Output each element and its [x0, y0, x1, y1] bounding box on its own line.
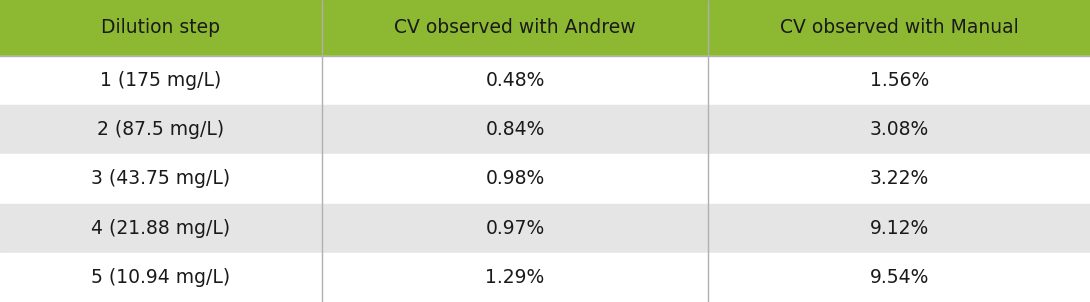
- Bar: [322, 154, 708, 204]
- Bar: [708, 253, 1090, 302]
- Bar: [322, 253, 708, 302]
- Bar: [708, 0, 1090, 56]
- Bar: [322, 204, 708, 253]
- Bar: [0, 0, 322, 56]
- Bar: [0, 253, 322, 302]
- Bar: [708, 154, 1090, 204]
- Text: 2 (87.5 mg/L): 2 (87.5 mg/L): [97, 120, 225, 139]
- Text: 1.56%: 1.56%: [870, 71, 929, 90]
- Bar: [0, 154, 322, 204]
- Text: 0.48%: 0.48%: [485, 71, 545, 90]
- Bar: [0, 56, 322, 105]
- Bar: [708, 105, 1090, 154]
- Text: 3.22%: 3.22%: [870, 169, 929, 188]
- Text: 1.29%: 1.29%: [485, 268, 545, 287]
- Text: Dilution step: Dilution step: [101, 18, 220, 37]
- Bar: [0, 204, 322, 253]
- Text: 3.08%: 3.08%: [870, 120, 929, 139]
- Text: 5 (10.94 mg/L): 5 (10.94 mg/L): [92, 268, 230, 287]
- Text: 9.12%: 9.12%: [870, 219, 929, 238]
- Text: 4 (21.88 mg/L): 4 (21.88 mg/L): [92, 219, 230, 238]
- Bar: [708, 204, 1090, 253]
- Text: CV observed with Manual: CV observed with Manual: [779, 18, 1019, 37]
- Text: 3 (43.75 mg/L): 3 (43.75 mg/L): [92, 169, 230, 188]
- Bar: [322, 0, 708, 56]
- Bar: [708, 56, 1090, 105]
- Text: 0.97%: 0.97%: [485, 219, 545, 238]
- Text: 0.84%: 0.84%: [485, 120, 545, 139]
- Bar: [0, 105, 322, 154]
- Bar: [322, 56, 708, 105]
- Text: 9.54%: 9.54%: [870, 268, 929, 287]
- Text: CV observed with Andrew: CV observed with Andrew: [395, 18, 635, 37]
- Text: 1 (175 mg/L): 1 (175 mg/L): [100, 71, 221, 90]
- Text: 0.98%: 0.98%: [485, 169, 545, 188]
- Bar: [322, 105, 708, 154]
